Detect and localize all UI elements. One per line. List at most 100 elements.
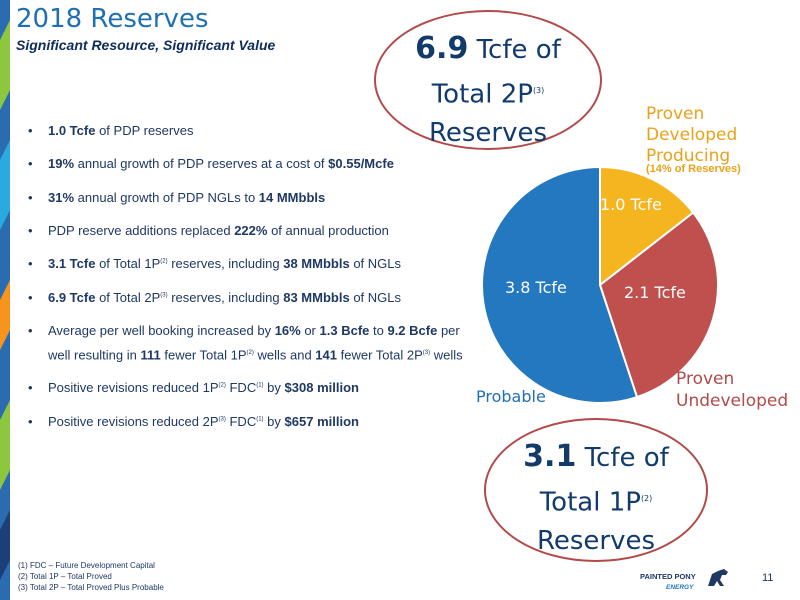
legend-pud-line2: Undeveloped — [676, 391, 789, 411]
bullet-footnote-ref: (2) — [218, 383, 226, 390]
bullet-text: PDP reserve additions replaced — [48, 223, 235, 239]
bullet-text: Positive revisions reduced 2P — [48, 413, 219, 429]
bullet-footnote-ref: (2) — [246, 350, 254, 357]
bullet-emphasis: $657 million — [284, 413, 359, 429]
footnotes: (1) FDC – Future Development Capital (2)… — [18, 560, 164, 593]
page-title: 2018 Reserves — [16, 4, 209, 34]
callout-1p-line2: Total 1P — [539, 487, 641, 518]
bullet-text: of Total 1P — [95, 256, 161, 272]
bullet-footnote-ref: (3) — [160, 292, 168, 299]
bullet-text: of Total 2P — [95, 289, 161, 305]
legend-pdp-line3: Producing — [646, 146, 731, 166]
callout-2p-sup: (3) — [532, 86, 545, 95]
bullet-emphasis: 1.0 Tcfe — [48, 123, 96, 138]
callout-2p-line2: Total 2P — [431, 79, 533, 110]
footnote-1: (1) FDC – Future Development Capital — [18, 561, 155, 570]
legend-pdp-line2: Developed — [646, 125, 738, 145]
legend-pdp-line1: Proven — [646, 104, 705, 124]
bullet-item: PDP reserve additions replaced 222% of a… — [28, 220, 483, 243]
bullet-text: fewer Total 2P — [337, 347, 423, 363]
legend-probable: Probable — [476, 387, 546, 406]
bullet-text: reserves, including — [167, 289, 284, 305]
logo-text-line1: PAINTED PONY — [640, 572, 696, 581]
bullet-text: of NGLs — [349, 289, 401, 305]
bullet-text: FDC — [225, 380, 257, 396]
bullet-item: Positive revisions reduced 2P(3) FDC(1) … — [28, 411, 483, 434]
bullet-emphasis: $308 million — [284, 380, 359, 396]
callout-1p-line3: Reserves — [536, 525, 656, 556]
bullet-item: 19% annual growth of PDP reserves at a c… — [28, 153, 483, 176]
decorative-side-strip — [0, 0, 10, 600]
bullet-list: 1.0 Tcfe of PDP reserves 19% annual growt… — [28, 120, 483, 444]
bullet-emphasis: 6.9 Tcfe — [48, 289, 96, 305]
bullet-text: of PDP reserves — [95, 123, 194, 138]
bullet-emphasis: 141 — [315, 347, 337, 363]
bullet-item: 31% annual growth of PDP NGLs to 14 MMbb… — [28, 187, 483, 210]
bullet-footnote-ref: (1) — [256, 383, 264, 390]
callout-2p-unit: Tcfe of — [468, 35, 561, 65]
pie-slice-1 — [599, 165, 695, 288]
callout-1p-unit: Tcfe of — [576, 443, 669, 473]
bullet-footnote-ref: (3) — [218, 416, 226, 423]
pie-slice-2 — [598, 211, 719, 399]
bullet-emphasis: 31% — [48, 189, 75, 205]
bullet-text: of annual production — [267, 223, 389, 239]
bullet-emphasis: 222% — [234, 223, 268, 239]
bullet-text: to — [369, 323, 388, 339]
slice-label-pdp: 1.0 Tcfe — [600, 195, 662, 214]
slice-label-probable: 3.8 Tcfe — [505, 278, 567, 297]
page-subtitle: Significant Resource, Significant Value — [16, 37, 276, 53]
callout-total-1p: 3.1 Tcfe of Total 1P(2) Reserves — [484, 418, 708, 562]
callout-2p-line3: Reserves — [428, 117, 548, 148]
logo-text-line2: ENERGY — [666, 584, 694, 591]
bullet-item: 6.9 Tcfe of Total 2P(3) reserves, includ… — [28, 287, 483, 310]
bullet-item: Positive revisions reduced 1P(2) FDC(1) … — [28, 377, 483, 400]
bullet-text: Average per well booking increased by — [48, 323, 275, 339]
callout-total-2p: 6.9 Tcfe of Total 2P(3) Reserves — [374, 10, 602, 150]
legend-pud: Proven Undeveloped — [676, 368, 788, 412]
bullet-emphasis: 111 — [140, 347, 161, 363]
legend-pdp-note: (14% of Reserves) — [646, 163, 741, 175]
bullet-emphasis: 38 MMbbls — [283, 256, 350, 272]
bullet-item: 1.0 Tcfe of PDP reserves — [28, 120, 483, 143]
legend-pud-line1: Proven — [676, 369, 735, 389]
bullet-text: reserves, including — [167, 256, 284, 272]
bullet-text: fewer Total 1P — [160, 347, 247, 363]
bullet-emphasis: $0.55/Mcfe — [328, 156, 394, 172]
footnote-2: (2) Total 1P – Total Proved — [18, 572, 112, 581]
bullet-footnote-ref: (1) — [256, 416, 264, 423]
bullet-footnote-ref: (2) — [160, 259, 168, 266]
bullet-emphasis: 3.1 Tcfe — [48, 256, 96, 272]
reserves-pie-chart — [481, 165, 719, 404]
bullet-emphasis: 19% — [48, 156, 75, 172]
bullet-text: annual growth of PDP reserves at a cost … — [74, 156, 329, 172]
callout-1p-sup: (2) — [640, 494, 653, 503]
bullet-text: by — [263, 380, 285, 396]
bullet-text: annual growth of PDP NGLs to — [74, 189, 259, 205]
footnote-3: (3) Total 2P – Total Proved Plus Probabl… — [18, 583, 164, 592]
slice-label-pud: 2.1 Tcfe — [624, 283, 686, 302]
page-number: 11 — [762, 572, 774, 584]
bullet-text: FDC — [225, 413, 257, 429]
bullet-text: per well resulting in — [48, 323, 460, 363]
bullet-text: or — [300, 323, 320, 339]
legend-pdp: Proven Developed Producing — [646, 104, 737, 167]
bullet-item: 3.1 Tcfe of Total 1P(2) reserves, includ… — [28, 253, 483, 276]
bullet-text: wells and — [253, 347, 316, 363]
callout-2p-value: 6.9 — [415, 31, 469, 66]
bullet-emphasis: 83 MMbbls — [283, 289, 350, 305]
bullet-text: by — [263, 413, 285, 429]
horse-icon — [708, 569, 728, 586]
bullet-text: wells — [430, 347, 463, 363]
bullet-emphasis: 1.3 Bcfe — [319, 323, 370, 339]
bullet-emphasis: 14 MMbbls — [258, 189, 326, 205]
bullet-emphasis: 16% — [274, 323, 301, 339]
bullet-item: Average per well booking increased by 16… — [28, 320, 483, 366]
bullet-footnote-ref: (3) — [422, 350, 431, 357]
bullet-text: Positive revisions reduced 1P — [48, 380, 219, 396]
bullet-text: of NGLs — [349, 256, 401, 272]
callout-1p-value: 3.1 — [523, 439, 577, 474]
bullet-emphasis: 9.2 Bcfe — [387, 323, 438, 339]
pie-slice-3 — [481, 165, 639, 404]
painted-pony-logo: PAINTED PONY ENERGY — [640, 569, 728, 591]
